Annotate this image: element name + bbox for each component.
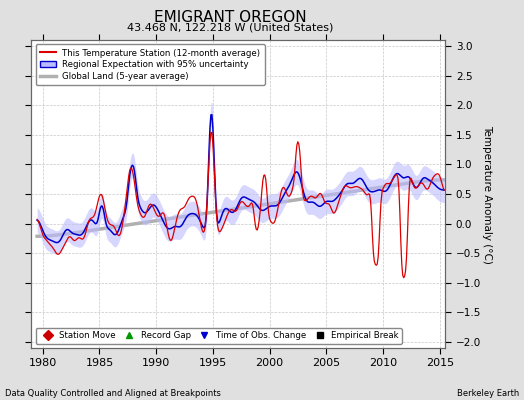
Text: EMIGRANT OREGON: EMIGRANT OREGON [154, 10, 307, 25]
Y-axis label: Temperature Anomaly (°C): Temperature Anomaly (°C) [482, 124, 493, 264]
Legend: Station Move, Record Gap, Time of Obs. Change, Empirical Break: Station Move, Record Gap, Time of Obs. C… [36, 328, 402, 344]
Text: 43.468 N, 122.218 W (United States): 43.468 N, 122.218 W (United States) [127, 22, 334, 32]
Text: Berkeley Earth: Berkeley Earth [456, 389, 519, 398]
Text: Data Quality Controlled and Aligned at Breakpoints: Data Quality Controlled and Aligned at B… [5, 389, 221, 398]
